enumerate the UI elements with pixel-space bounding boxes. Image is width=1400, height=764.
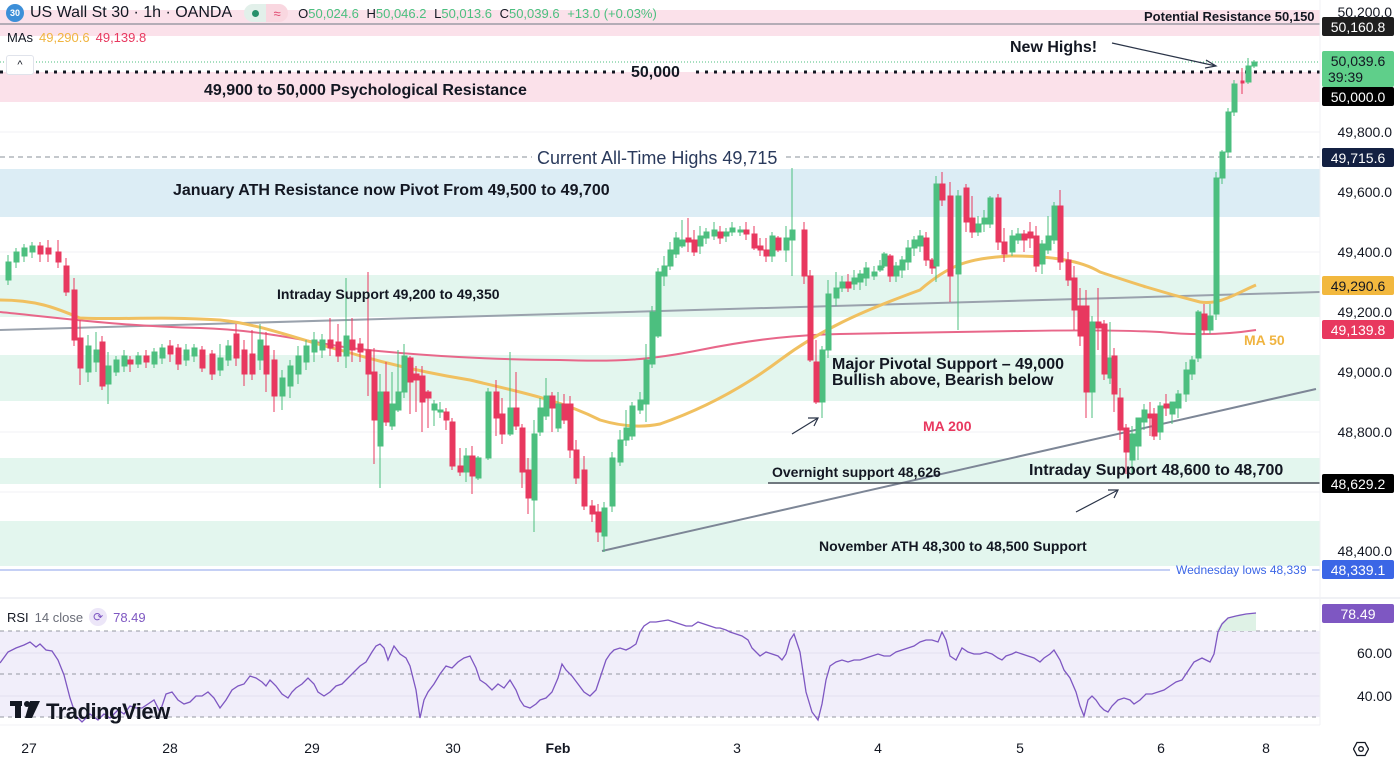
psychological-resistance-zone (0, 72, 1320, 102)
refresh-icon[interactable]: ⟳ (89, 608, 108, 626)
ma50-annotation: MA 50 (1244, 332, 1285, 348)
low-label: L (434, 5, 442, 21)
major-pivot-line2: Bullish above, Bearish below (832, 372, 1054, 389)
intraday-support-1-label: Intraday Support 49,200 to 49,350 (277, 286, 500, 302)
price-axis-label: 49,600.0 (1337, 184, 1393, 200)
rsi-legend-value: 78.49 (113, 609, 146, 625)
potential-resistance-label: Potential Resistance 50,150 (1144, 9, 1315, 24)
rsi-params: 14 close (34, 609, 84, 625)
rsi-legend[interactable]: RSI 14 close ⟳ 78.49 (7, 608, 146, 626)
change-value: +13.0 (+0.03%) (567, 5, 657, 21)
collapse-legend-button[interactable]: ^ (6, 55, 34, 75)
rsi-overbought-fill (1216, 613, 1256, 631)
high-value: 50,046.2 (375, 5, 427, 21)
mas-label: MAs (7, 30, 33, 45)
annotation-arrows (791, 42, 1218, 513)
intraday-arrow (1075, 489, 1119, 513)
time-axis-label: 5 (1016, 740, 1024, 756)
last-price-tag: 50,039.6 39:39 (1322, 51, 1394, 87)
time-axis-label: Feb (545, 740, 571, 756)
rsi-axis-label: 40.00 (1356, 688, 1392, 704)
november-ath-label: November ATH 48,300 to 48,500 Support (819, 538, 1087, 554)
wave-icon: ≈ (266, 4, 289, 22)
rsi-line (0, 612, 1257, 723)
ma50-line (0, 254, 1257, 428)
intraday-support-2-label: Intraday Support 48,600 to 48,700 (1029, 462, 1284, 479)
time-axis-label: 3 (733, 740, 741, 756)
major-pivot-label: Major Pivotal Support – 49,000 Bullish a… (832, 357, 1064, 389)
market-open-dot-icon (244, 4, 267, 22)
fifty-k-label: 50,000 (631, 64, 680, 81)
potential-resistance-zone (0, 10, 1320, 36)
overnight-support-label: Overnight support 48,626 (772, 464, 941, 480)
wednesday-low-tag: 48,339.1 (1322, 560, 1394, 579)
close-value: 50,039.6 (508, 5, 560, 21)
rsi-label: RSI (7, 609, 29, 625)
time-axis-label: 30 (445, 740, 461, 756)
rising-support-trendline (601, 388, 1317, 552)
time-axis-label: 4 (874, 740, 882, 756)
chevron-up-icon: ^ (17, 59, 23, 71)
tradingview-logo[interactable]: TradingView (10, 699, 170, 725)
rsi-value-tag: 78.49 (1322, 604, 1394, 623)
moving-averages-legend[interactable]: MAs 49,290.6 49,139.8 (7, 30, 146, 45)
tradingview-mark-icon (10, 699, 40, 725)
overnight-support-tag: 48,629.2 (1322, 474, 1394, 493)
potential-resistance-tag: 50,160.8 (1322, 17, 1394, 36)
january-ath-pivot-zone (0, 169, 1320, 217)
market-status-pill[interactable]: ≈ (244, 4, 289, 22)
time-axis-label: 27 (21, 740, 37, 756)
psych-resistance-label: 49,900 to 50,000 Psychological Resistanc… (204, 82, 527, 99)
ath-tag: 49,715.6 (1322, 148, 1394, 167)
ma200-value: 49,139.8 (95, 30, 147, 45)
price-axis-label: 49,200.0 (1337, 304, 1393, 320)
price-axis-label: 49,800.0 (1337, 124, 1393, 140)
tradingview-logo-text: TradingView (46, 699, 170, 724)
symbol-header: 30 US Wall St 30 · 1h · OANDA ≈ O50,024.… (6, 4, 661, 22)
major-pivot-zone (0, 355, 1320, 401)
rsi-axis-label: 60.00 (1356, 645, 1392, 661)
ma50-value: 49,290.6 (39, 30, 90, 45)
ma200-tag: 49,139.8 (1322, 320, 1394, 339)
symbol-badge-icon: 30 (6, 4, 24, 22)
price-axis-label: 49,000.0 (1337, 364, 1393, 380)
candles (5, 58, 1258, 552)
wednesday-lows-label: Wednesday lows 48,339 (1176, 563, 1307, 577)
low-value: 50,013.6 (441, 5, 492, 21)
last-price-value: 50,039.6 (1330, 53, 1386, 69)
high-label: H (366, 5, 376, 21)
new-highs-arrow (1111, 42, 1217, 67)
november-ath-zone (0, 521, 1320, 566)
intraday-support-zone-2 (0, 458, 1320, 484)
price-axis-label: 50,200.0 (1337, 4, 1393, 20)
settings-gear-icon[interactable] (1352, 740, 1370, 758)
open-value: 50,024.6 (308, 5, 359, 21)
rsi-band (0, 631, 1320, 717)
symbol-title[interactable]: US Wall St 30 · 1h · OANDA (30, 4, 233, 21)
price-axis-label: 49,400.0 (1337, 244, 1393, 260)
ma50-tag: 49,290.6 (1322, 276, 1394, 295)
time-axis-label: 6 (1157, 740, 1165, 756)
ma200-annotation: MA 200 (923, 418, 972, 434)
major-pivot-line1: Major Pivotal Support – 49,000 (832, 356, 1065, 373)
time-axis-label: 29 (304, 740, 320, 756)
time-axis-label: 8 (1262, 740, 1270, 756)
new-highs-label: New Highs! (1010, 39, 1098, 56)
january-ath-label: January ATH Resistance now Pivot From 49… (173, 182, 610, 199)
time-axis-label: 28 (162, 740, 178, 756)
open-label: O (298, 5, 309, 21)
price-axis-label: 48,400.0 (1337, 543, 1393, 559)
bar-countdown: 39:39 (1328, 69, 1364, 85)
price-axis-label: 48,800.0 (1337, 424, 1393, 440)
close-label: C (499, 5, 509, 21)
ohlc-values: O50,024.6 H50,046.2 L50,013.6 C50,039.6 … (298, 6, 661, 21)
current-ath-label: Current All-Time Highs 49,715 (537, 148, 778, 168)
pivot-arrow (791, 417, 819, 435)
fifty-k-tag: 50,000.0 (1322, 87, 1394, 106)
